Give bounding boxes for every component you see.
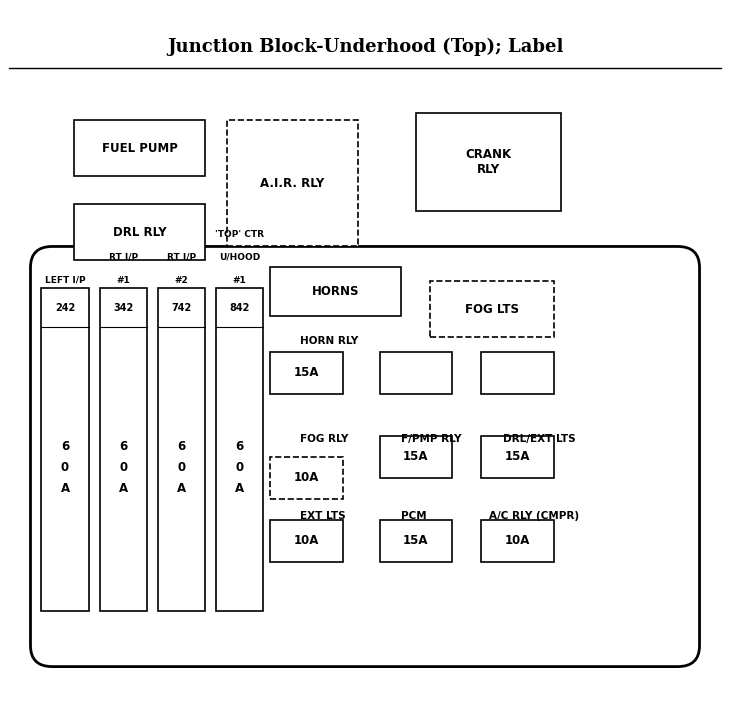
Text: DRL/EXT LTS: DRL/EXT LTS bbox=[503, 434, 576, 444]
Bar bbox=[481, 436, 554, 477]
Bar bbox=[481, 352, 554, 394]
Text: HORNS: HORNS bbox=[312, 285, 360, 299]
Bar bbox=[74, 205, 205, 261]
Bar bbox=[216, 288, 264, 611]
Bar bbox=[158, 288, 205, 611]
Bar bbox=[431, 281, 554, 337]
Bar bbox=[270, 267, 402, 316]
Bar bbox=[42, 288, 88, 611]
Bar bbox=[270, 352, 343, 394]
Text: FOG LTS: FOG LTS bbox=[465, 303, 519, 316]
Text: 842: 842 bbox=[229, 303, 250, 313]
Bar bbox=[380, 436, 453, 477]
Text: FUEL PUMP: FUEL PUMP bbox=[101, 142, 177, 155]
Bar bbox=[380, 352, 453, 394]
Text: 242: 242 bbox=[55, 303, 75, 313]
Text: A/C RLY (CMPR): A/C RLY (CMPR) bbox=[488, 511, 579, 521]
Bar bbox=[380, 520, 453, 562]
Bar bbox=[227, 120, 358, 247]
FancyBboxPatch shape bbox=[31, 247, 699, 666]
Text: RT I/P: RT I/P bbox=[109, 253, 138, 262]
Text: LEFT I/P: LEFT I/P bbox=[45, 276, 85, 285]
Text: 6
0
A: 6 0 A bbox=[119, 439, 128, 494]
Text: A.I.R. RLY: A.I.R. RLY bbox=[260, 177, 324, 190]
Text: 15A: 15A bbox=[294, 366, 320, 379]
Bar bbox=[481, 520, 554, 562]
Text: 'TOP' CTR: 'TOP' CTR bbox=[215, 230, 264, 239]
Bar bbox=[99, 288, 147, 611]
Text: #1: #1 bbox=[116, 276, 130, 285]
Text: 15A: 15A bbox=[505, 450, 531, 463]
Text: #2: #2 bbox=[174, 276, 188, 285]
Text: 342: 342 bbox=[113, 303, 134, 313]
Text: 6
0
A: 6 0 A bbox=[177, 439, 186, 494]
Text: RT I/P: RT I/P bbox=[167, 253, 196, 262]
Text: 10A: 10A bbox=[294, 534, 320, 547]
Bar bbox=[270, 456, 343, 498]
Bar bbox=[74, 120, 205, 176]
Text: 15A: 15A bbox=[403, 534, 429, 547]
Text: CRANK
RLY: CRANK RLY bbox=[466, 148, 512, 176]
Text: 15A: 15A bbox=[403, 450, 429, 463]
Text: 10A: 10A bbox=[505, 534, 531, 547]
Text: Junction Block-Underhood (Top); Label: Junction Block-Underhood (Top); Label bbox=[167, 38, 563, 56]
Text: F/PMP RLY: F/PMP RLY bbox=[402, 434, 462, 444]
Text: EXT LTS: EXT LTS bbox=[299, 511, 345, 521]
Text: DRL RLY: DRL RLY bbox=[112, 226, 166, 239]
Bar bbox=[270, 520, 343, 562]
Text: #1: #1 bbox=[233, 276, 247, 285]
Text: 10A: 10A bbox=[294, 471, 320, 484]
Text: 6
0
A: 6 0 A bbox=[235, 439, 244, 494]
Text: HORN RLY: HORN RLY bbox=[299, 336, 358, 346]
Text: PCM: PCM bbox=[402, 511, 427, 521]
Text: FOG RLY: FOG RLY bbox=[299, 434, 348, 444]
Bar bbox=[416, 113, 561, 212]
Text: U/HOOD: U/HOOD bbox=[219, 253, 260, 262]
Text: 742: 742 bbox=[172, 303, 191, 313]
Text: 6
0
A: 6 0 A bbox=[61, 439, 69, 494]
